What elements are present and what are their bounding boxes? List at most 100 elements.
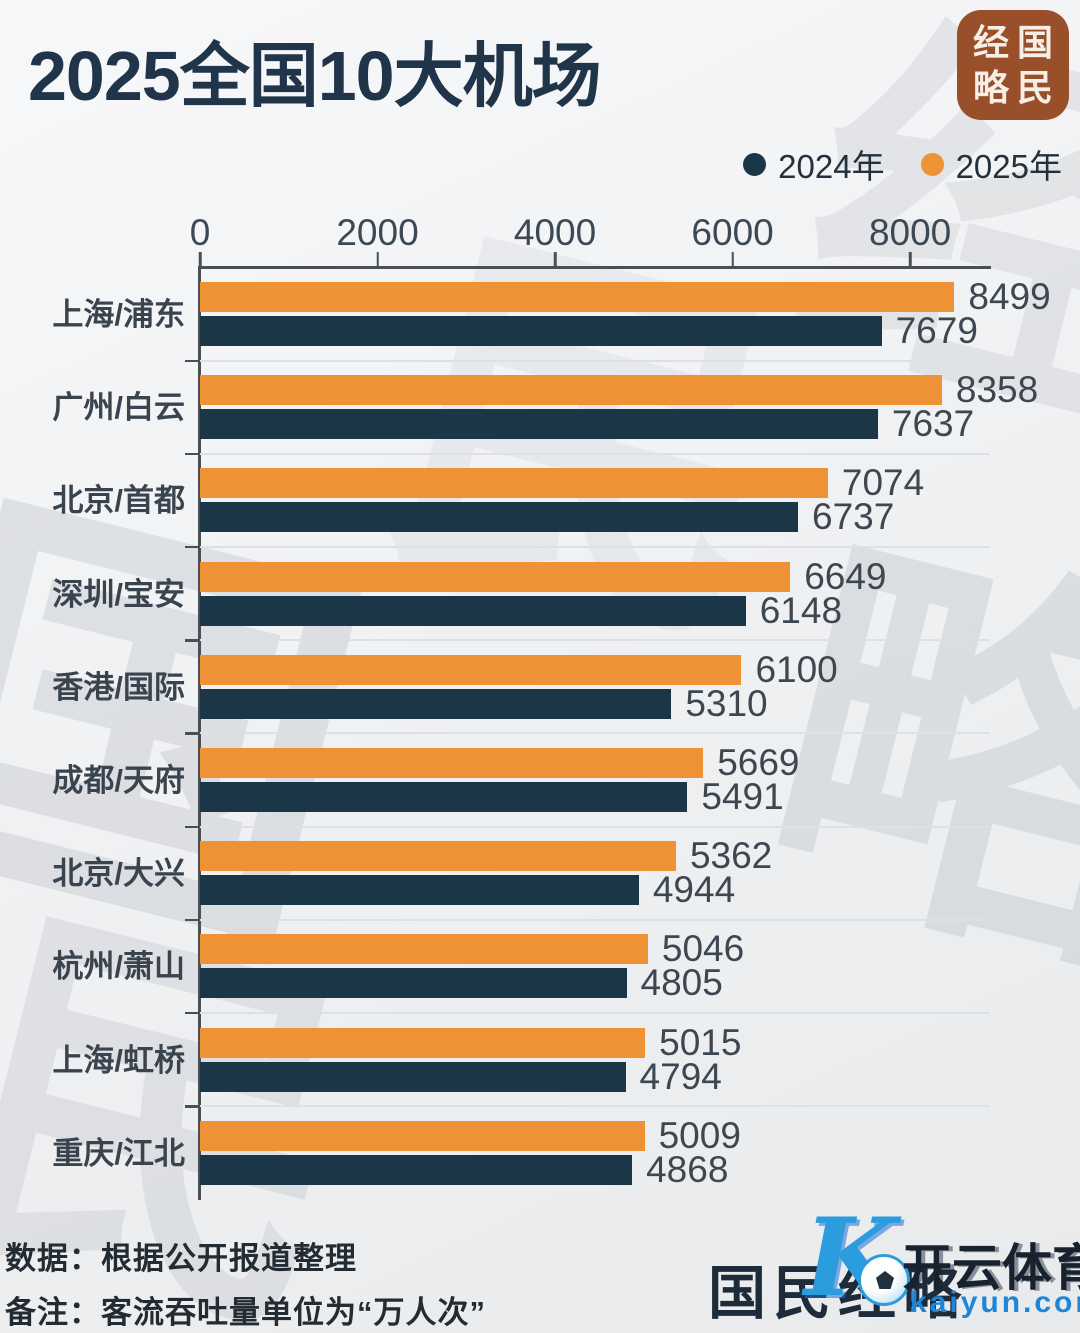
bar-value-2024: 5310 [685,682,768,724]
bar-value-2025: 5669 [717,742,800,783]
legend-label: 2024年 [778,148,885,185]
x-axis-tick-mark [553,252,557,266]
bar-value-2025: 8358 [955,369,1039,411]
x-axis: 0 2000 4000 6000 8000 [190,212,990,266]
category-label: 上海/虹桥 [52,1042,185,1078]
chart-row: 重庆/江北 5009 4868 [52,1107,990,1200]
group-separator-line [200,359,990,362]
bar-2025 [200,375,942,406]
brand-logo: 经 国 略 民 [957,10,1069,120]
bar-value-2024: 4868 [646,1148,729,1190]
page-title: 2025全国10大机场 [28,37,602,115]
category-label: 北京/大兴 [52,856,185,892]
data-source-note: 数据：根据公开报道整理 [5,1241,357,1276]
y-axis-tick-mark [185,918,200,922]
group-separator-line [200,545,990,548]
category-label: 成都/天府 [52,763,185,798]
group-separator-line [200,639,990,642]
x-axis-line [199,266,991,269]
bar-value-2024: 4944 [652,869,736,911]
group-separator-line [200,1105,990,1108]
bar-value-2024: 7679 [895,310,978,351]
legend-dot-icon [743,152,767,176]
x-axis-tick-label: 0 [189,212,211,253]
kaiyun-brand-text: 开云体育 [902,1238,1080,1297]
group-separator-line [200,732,990,735]
y-axis-tick-mark [185,639,200,642]
y-axis-tick-mark [185,1011,200,1015]
chart-row: 上海/虹桥 5015 4794 [52,1014,990,1108]
bar-value-2025: 6100 [755,648,838,690]
category-label: 深圳/宝安 [52,576,185,612]
group-separator-line [200,1011,990,1014]
signature-caption: 国民经略 [708,1259,969,1327]
chart-row: 北京/首都 7074 6737 [52,454,990,549]
footer-notes: 数据：根据公开报道整理 备注：客流吞吐量单位为“万人次” [5,1232,486,1333]
category-label: 香港/国际 [52,669,185,705]
bar-value-2025: 8499 [968,276,1051,317]
bar-2025 [200,748,704,778]
category-label: 杭州/萧山 [52,949,185,985]
y-axis-tick-mark [185,1105,200,1108]
bar-chart-plot: 上海/浦东 8499 7679 广州/白云 8358 7637 北京/首都 7074 6737 深… [52,268,1051,1200]
bar-2025 [200,561,791,592]
bar-2024 [200,1061,626,1092]
bar-value-2024: 6148 [759,589,843,631]
bar-value-2025: 7074 [841,462,925,504]
bar-value-2024: 4794 [639,1055,722,1097]
x-axis-tick-label: 4000 [513,212,597,253]
chart-row: 上海/浦东 8499 7679 [52,268,1051,362]
x-axis-tick-mark [908,252,912,266]
bar-2024 [200,502,798,533]
chart-row: 成都/天府 5669 5491 [52,734,990,828]
chart-row: 杭州/萧山 5046 4805 [52,920,990,1015]
x-axis-tick-mark [376,252,379,266]
y-axis-tick-mark [185,732,200,735]
kaiyun-url-text: kaiyun.com [910,1286,1080,1319]
legend-label: 2025年 [955,148,1062,185]
bar-2024 [200,968,627,999]
legend-dot-icon [920,152,944,176]
group-separator-line [200,918,990,921]
bar-2025 [200,841,676,872]
unit-note: 备注：客流吞吐量单位为“万人次” [5,1295,486,1330]
group-separator-line [200,825,990,828]
bar-value-2024: 4805 [640,962,723,1004]
y-axis-tick-mark [185,359,200,362]
bar-2024 [200,316,882,346]
legend-item-2024: 2024年 [743,140,885,188]
logo-char: 民 [1016,66,1053,109]
chart-row: 香港/国际 6100 5310 [52,641,990,735]
chart-row: 广州/白云 8358 7637 [52,361,1038,456]
bar-value-2025: 5015 [659,1021,742,1063]
chart-row: 北京/大兴 5362 4944 [52,827,990,922]
bar-value-2025: 5009 [658,1114,741,1156]
x-axis-tick-mark [198,252,202,266]
bar-value-2025: 5362 [689,835,773,877]
y-axis-tick-mark [185,452,200,456]
bar-value-2025: 6649 [804,555,887,597]
bar-value-2024: 7637 [891,403,975,445]
bar-2024 [200,409,878,440]
bar-2024 [200,1154,633,1185]
x-axis-tick-label: 2000 [336,212,419,253]
category-label: 北京/首都 [52,483,185,519]
group-separator-line [200,452,990,455]
legend-item-2025: 2025年 [920,140,1062,188]
chart-row: 深圳/宝安 6649 6148 [52,548,990,642]
soccer-ball-icon [858,1254,910,1306]
bar-2024 [200,782,688,812]
bar-2025 [200,468,828,499]
category-label: 上海/浦东 [52,297,185,332]
signature-watermark: 国民经略 K 开云体育 kaiyun.com [700,1204,1080,1332]
bar-2025 [200,282,955,312]
bar-2024 [200,595,746,626]
logo-char: 国 [1016,21,1053,64]
logo-char: 经 [972,21,1009,64]
x-axis-tick-label: 6000 [691,212,774,253]
bar-value-2024: 6737 [812,496,895,538]
x-axis-tick-mark [731,252,734,266]
bar-2025 [200,654,742,685]
logo-char: 略 [972,66,1009,109]
